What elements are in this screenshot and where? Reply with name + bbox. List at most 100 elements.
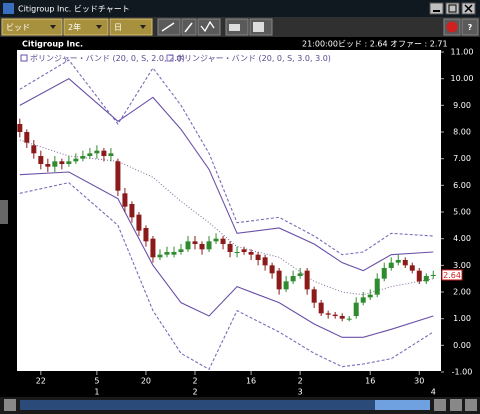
y-tick-label: 8.00 (453, 128, 471, 137)
x-tick-label: 5 (94, 377, 99, 386)
y-tick-label: 4.00 (453, 234, 471, 243)
candle-body (409, 265, 415, 271)
scroll-right-button[interactable] (434, 399, 446, 411)
y-tick-label: 7.00 (453, 154, 471, 163)
tool-icon (184, 22, 193, 33)
candle-body (101, 150, 107, 156)
quote-offer: オファー : 2.71 (390, 40, 448, 49)
candle-body (24, 132, 30, 143)
y-tick-label: 1.00 (453, 314, 471, 323)
y-tick-label: 10.00 (451, 74, 474, 83)
y-tick-label: 9.00 (453, 101, 471, 110)
close-glyph (464, 4, 473, 13)
candle-body (45, 164, 51, 167)
candle-body (108, 153, 114, 156)
candle-body (185, 241, 191, 250)
maximize-button[interactable] (445, 2, 460, 15)
scroll-thumb[interactable] (375, 400, 430, 410)
candle-body (94, 150, 100, 154)
alert-icon (446, 21, 458, 33)
candle-body (157, 254, 163, 258)
band-lower (19, 182, 434, 371)
month-label: 1 (94, 388, 99, 397)
candle-body (171, 252, 177, 255)
x-tick-label: 2 (298, 377, 303, 386)
app-icon (3, 3, 14, 14)
candle-body (241, 249, 247, 252)
y-tick-label: 0.00 (453, 341, 471, 350)
candle-body (227, 244, 233, 252)
quote-time: 21:00:00 (302, 40, 338, 49)
y-tick-label: 2.00 (453, 288, 471, 297)
help-button[interactable] (461, 18, 479, 36)
candle-body (38, 156, 44, 164)
dropdown-arrow (96, 25, 102, 29)
candle-body (353, 302, 359, 316)
candle-body (192, 241, 198, 244)
legend-swatch (20, 54, 28, 62)
dropdown-arrow (140, 25, 146, 29)
y-tick-label: 11.00 (451, 48, 474, 57)
band-lower (19, 171, 434, 338)
scroll-left-button[interactable] (4, 399, 16, 411)
candle-body (248, 252, 254, 255)
candle-body (297, 273, 303, 276)
candle-body (115, 161, 121, 191)
candle-body (199, 244, 205, 250)
price-tag (441, 269, 463, 281)
candle-body (122, 193, 128, 207)
candle-body (66, 161, 72, 164)
zoom-out-button[interactable] (450, 399, 462, 411)
candle-body (395, 260, 401, 263)
candle-body (423, 276, 429, 282)
plot: -1.00 0.00 1.00 2.00 3.00 4.00 5.00 6.00 7.00 8.0… (17, 48, 473, 397)
candle-body (346, 318, 352, 320)
candle-body (388, 262, 394, 268)
candle-body (416, 270, 422, 282)
candle-body (143, 228, 149, 242)
candle-body (367, 294, 373, 298)
month-label: 4 (431, 388, 436, 397)
candle-body (73, 158, 79, 162)
tool-icon (161, 22, 175, 32)
scroll-track[interactable] (20, 400, 430, 410)
indicator-button[interactable] (197, 18, 221, 36)
x-tick-label: 30 (414, 377, 424, 386)
candle-body (374, 278, 380, 295)
legend-label: ボリンジャー・バンド (20, 0, S, 2.0, 2.0) (30, 54, 185, 63)
y-tick-label: -1.00 (452, 368, 473, 377)
x-tick-label: 16 (246, 377, 256, 386)
window-title: Citigroup Inc. ビッドチャート (18, 5, 130, 14)
band-upper (19, 78, 434, 272)
help-label: ? (468, 23, 473, 32)
tool-icon (200, 20, 215, 33)
candle-body (87, 153, 93, 156)
maximize-glyph (448, 4, 457, 13)
candle-body (276, 270, 282, 290)
dropdown-arrow (50, 25, 56, 29)
title-bar (0, 0, 480, 17)
plot-area (17, 50, 441, 371)
dropdown[interactable]: ビッド (1, 18, 63, 36)
band-upper (19, 59, 434, 256)
candle-body (381, 268, 387, 279)
dropdown-label: 日 (114, 23, 122, 32)
candle-body (325, 313, 331, 315)
candle-body (290, 276, 296, 282)
candle-body (220, 238, 226, 244)
zoom-in-button[interactable] (465, 399, 477, 411)
candle-body (269, 265, 275, 274)
minimize-button[interactable] (429, 2, 444, 15)
candle-body (213, 238, 219, 242)
dropdown[interactable]: 日 (109, 18, 153, 36)
y-tick-label: 3.00 (453, 261, 471, 270)
x-tick-label: 20 (141, 377, 151, 386)
candle-body (31, 145, 37, 154)
month-label: 3 (298, 388, 303, 397)
candle-body (311, 289, 317, 303)
side-tab[interactable] (0, 200, 8, 224)
price-tag-label: 2.64 (443, 271, 461, 280)
x-tick-label: 22 (36, 377, 46, 386)
dropdown[interactable]: 2年 (63, 18, 109, 36)
